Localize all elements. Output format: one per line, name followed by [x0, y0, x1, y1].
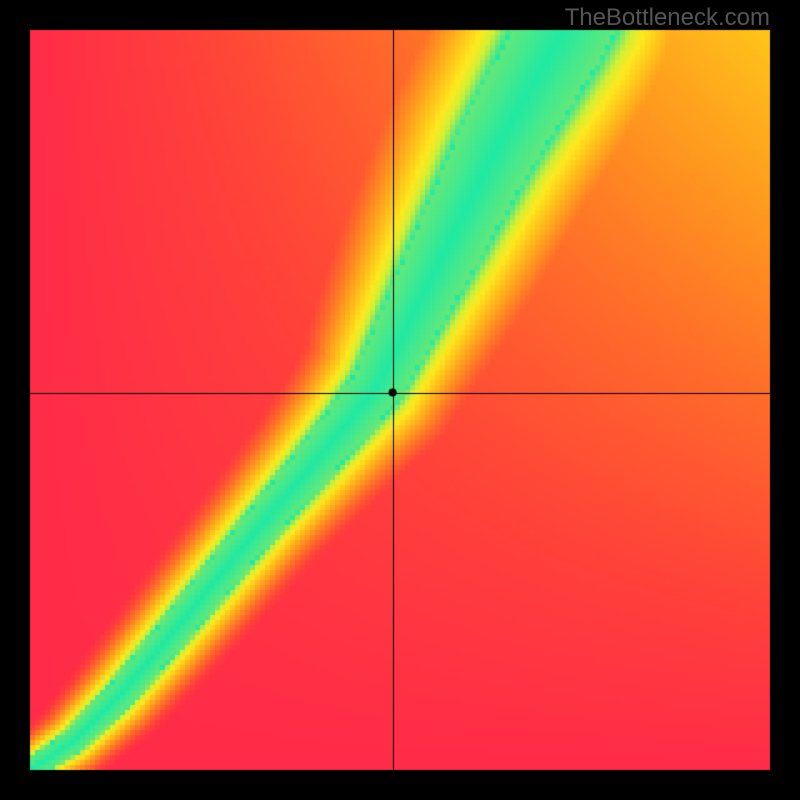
chart-container: TheBottleneck.com — [0, 0, 800, 800]
heatmap-canvas — [0, 0, 800, 800]
watermark-text: TheBottleneck.com — [565, 4, 770, 32]
